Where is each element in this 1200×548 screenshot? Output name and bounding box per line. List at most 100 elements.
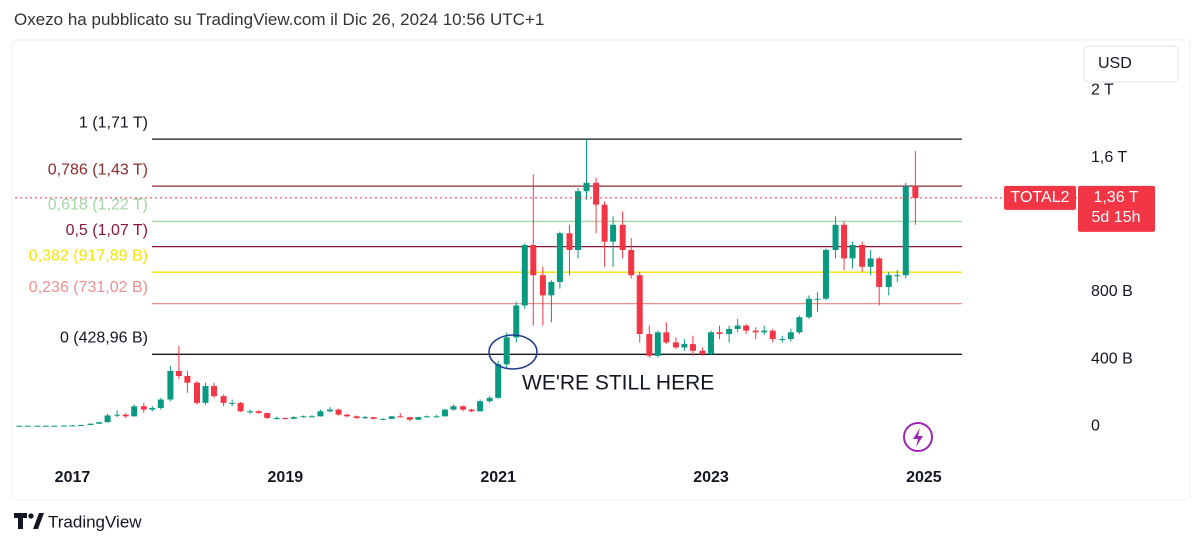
candle-body <box>556 233 563 282</box>
candle-body <box>380 418 387 420</box>
candle-body <box>353 416 360 418</box>
candle-body <box>495 364 502 398</box>
countdown-label: 5d 15h <box>1092 209 1141 226</box>
candle-body <box>51 425 58 427</box>
candle-body <box>841 224 848 259</box>
candle-body <box>636 275 643 334</box>
candle-body <box>477 401 484 412</box>
chart-frame <box>11 39 1191 501</box>
candle-body <box>867 258 874 267</box>
annotation-text: WE'RE STILL HERE <box>522 372 714 395</box>
candle-body <box>716 332 723 334</box>
candle-body <box>574 191 581 250</box>
candle-body <box>104 415 111 423</box>
candle-body <box>211 386 218 397</box>
candle-body <box>460 406 467 410</box>
candle-body <box>628 250 635 276</box>
fib-label: 0,5 (1,07 T) <box>66 222 148 239</box>
candle-body <box>486 397 493 402</box>
candle-body <box>42 425 49 427</box>
x-tick-label: 2023 <box>693 469 729 486</box>
candle-body <box>131 406 138 417</box>
candle-body <box>406 417 413 420</box>
x-tick-label: 2025 <box>906 469 942 486</box>
candle-body <box>583 182 590 192</box>
candle-body <box>672 342 679 348</box>
symbol-label: TOTAL2 <box>1011 189 1070 206</box>
candle-body <box>415 417 422 420</box>
candle-body <box>96 422 103 424</box>
fib-label: 0,786 (1,43 T) <box>48 161 148 178</box>
candle-body <box>912 186 919 198</box>
candle-body <box>450 406 457 410</box>
price-badge <box>1078 185 1155 232</box>
candle-body <box>752 330 759 333</box>
tradingview-logo <box>14 513 44 529</box>
candle-body <box>175 370 182 376</box>
candle-body <box>16 425 23 427</box>
fib-label: 0,618 (1,22 T) <box>48 197 148 214</box>
candle-body <box>282 418 289 419</box>
candle-body <box>787 332 794 340</box>
candle-body <box>743 325 750 331</box>
candle-body <box>822 250 829 299</box>
candle-body <box>264 412 271 418</box>
candle-body <box>689 344 696 351</box>
lightning-bolt <box>913 428 923 447</box>
candle-body <box>805 298 812 318</box>
candle-body <box>423 416 430 418</box>
candle-body <box>149 407 156 410</box>
candle-body <box>184 376 191 383</box>
candle-body <box>441 409 448 417</box>
candle-body <box>362 417 369 419</box>
candle-body <box>646 334 653 356</box>
candle-body <box>859 244 866 267</box>
candle-body <box>317 411 324 417</box>
y-tick-label: 1,6 T <box>1091 149 1127 166</box>
candle-body <box>708 332 715 355</box>
candle-body <box>548 281 555 296</box>
candle-body <box>157 399 164 408</box>
candle-body <box>601 204 608 242</box>
candle-body <box>433 416 440 418</box>
candle-body <box>220 396 227 403</box>
candle-body <box>34 425 41 427</box>
candle-body <box>902 186 909 276</box>
candle-body <box>849 244 856 259</box>
candle-body <box>388 416 395 419</box>
candle-body <box>255 411 262 413</box>
candle-body <box>513 305 520 338</box>
candle-body <box>290 417 297 419</box>
candle-body <box>87 423 94 426</box>
candle-body <box>273 418 280 419</box>
candle-body <box>734 325 741 329</box>
currency-label: USD <box>1098 55 1132 72</box>
candle-body <box>60 425 67 427</box>
y-tick-label: 400 B <box>1091 350 1133 367</box>
candle-body <box>530 244 537 276</box>
fib-label: 0,382 (917,89 B) <box>29 247 148 264</box>
candle-body <box>397 416 404 418</box>
candle-body <box>539 275 546 296</box>
x-tick-label: 2017 <box>55 469 91 486</box>
candle-body <box>814 298 821 300</box>
candle-body <box>894 275 901 277</box>
candle-body <box>885 275 892 287</box>
header: Oxezo ha pubblicato su TradingView.com i… <box>14 10 545 29</box>
candle-body <box>769 330 776 340</box>
x-tick-label: 2021 <box>480 469 516 486</box>
candle-body <box>468 409 475 412</box>
fib-label: 0,236 (731,02 B) <box>29 279 148 296</box>
candle-body <box>335 409 342 415</box>
lightning-icon <box>903 422 933 452</box>
candle-body <box>237 402 244 412</box>
y-tick-label: 800 B <box>1091 283 1133 300</box>
candle-body <box>300 416 307 418</box>
candle-body <box>699 350 706 355</box>
candle-body <box>344 414 351 417</box>
candle-body <box>663 332 670 343</box>
candle-body <box>140 406 147 410</box>
candle-body <box>521 244 528 306</box>
